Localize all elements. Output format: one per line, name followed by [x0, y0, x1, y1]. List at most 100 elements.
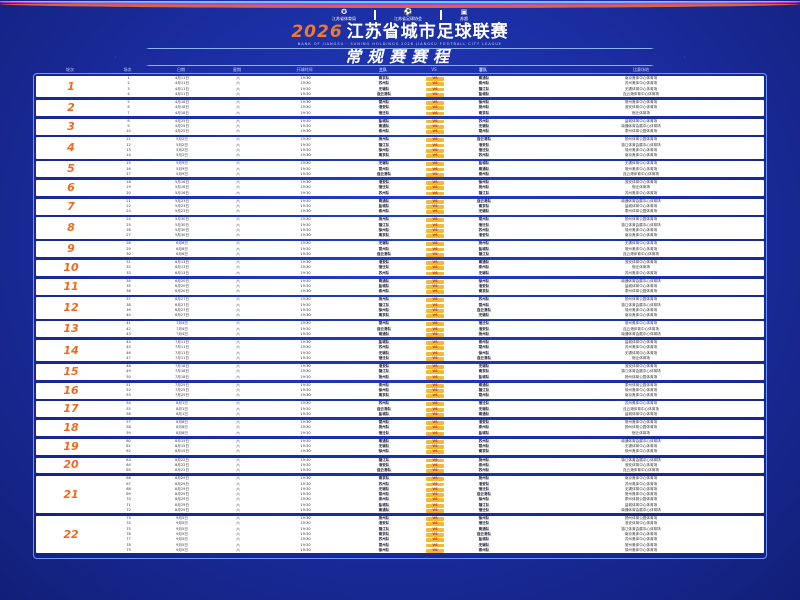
vs-cell: VS [420, 321, 450, 327]
vs-cell: VS [420, 303, 450, 308]
table-row: 4 4月11日 六 19:30 连云港队 VS 盐城队 连云港体育中心体育场 [106, 92, 764, 97]
round-matches: 1 4月11日六 19:30 南京队 VS 南通队 南京奥体中心体育场 2 4月11日六 19:3… [106, 76, 764, 97]
vs-badge: VS [426, 482, 444, 487]
kickoff-time: 19:30 [300, 468, 311, 473]
table-row: 53 7月25日 六 19:30 南京队 VS 常州队 南京奥体中心体育场 [106, 393, 764, 399]
weekday: 六 [236, 542, 240, 547]
weekday: 六 [236, 321, 240, 326]
date: 5月30日 [174, 233, 190, 238]
table-row: 35 6月20日 六 19:30 盐城队 VS 淮安队 盐城体育中心体育场 [106, 284, 764, 289]
home-team: 宿迁队 [378, 110, 390, 115]
venue: 无锡体育中心体育场 [624, 444, 658, 449]
kickoff-time: 19:30 [300, 233, 311, 238]
round-block: 14 44 7月11日六 19:30 盐城队 VS 泰州队 盐城体育中心体育场 45 7月11日六… [36, 340, 764, 362]
match-no: 18 [126, 180, 131, 185]
kickoff-time: 19:30 [300, 508, 311, 513]
home-team: 淮安队 [378, 462, 390, 467]
venue: 南京奥体中心体育场 [624, 532, 658, 536]
vs-cell: VS [420, 297, 450, 303]
table-row: 57 8月8日 六 19:30 常州队 VS 淮安队 常州奥体中心体育场 [106, 420, 764, 425]
date: 9月5日 [176, 516, 188, 521]
table-row: 75 9月5日 六 19:30 镇江队 VS 南通队 镇江体育会展中心体育场 [106, 527, 764, 532]
table-row: 23 5月23日 六 19:30 泰州队 VS 无锡队 泰州体育公园体育场 [106, 209, 764, 215]
date: 8月8日 [176, 425, 188, 430]
weekday: 六 [236, 86, 240, 91]
vs-cell: VS [420, 383, 450, 388]
venue: 苏州奥体中心体育场 [624, 81, 658, 86]
vs-cell: VS [420, 223, 450, 228]
venue: 淮安体育中心体育场 [624, 180, 658, 185]
match-no: 77 [126, 537, 131, 542]
vs-badge: VS [426, 314, 444, 319]
vs-badge: VS [426, 420, 444, 425]
date: 8月15日 [174, 449, 190, 454]
away-team: 淮安队 [478, 481, 490, 486]
match-no: 22 [126, 204, 131, 209]
vs-badge: VS [426, 252, 444, 257]
round-label: 8 [67, 221, 75, 234]
away-team: 盐城队 [478, 246, 490, 251]
venue: 宿迁体育场 [632, 185, 650, 190]
kickoff-time: 19:30 [300, 406, 311, 411]
table-row: 62 8月15日 六 19:30 徐州队 VS 南京队 徐州奥体中心体育场 [106, 449, 764, 455]
kickoff-time: 19:30 [300, 481, 311, 486]
table-row: 11 5月2日 六 19:30 扬州队 VS 连云港队 扬州体育公园体育场 [106, 137, 764, 143]
match-no: 42 [126, 326, 131, 331]
date: 6月27日 [174, 313, 190, 318]
vs-cell: VS [420, 279, 450, 284]
match-no: 30 [126, 251, 131, 256]
weekday: 六 [236, 382, 240, 387]
vs-cell: VS [420, 161, 450, 167]
decorative-swoosh [0, 0, 800, 5]
table-row: 31 6月13日 六 19:30 淮安队 VS 南通队 淮安体育中心体育场 [106, 260, 764, 265]
table-row: 58 8月8日 六 19:30 扬州队 VS 泰州队 扬州体育公园体育场 [106, 425, 764, 431]
table-row: 76 9月5日 六 19:30 南京队 VS 连云港队 南京奥体中心体育场 [106, 532, 764, 537]
table-row: 56 8月1日 六 19:30 盐城队 VS 南通队 盐城体育中心体育场 [106, 412, 764, 417]
match-no: 74 [126, 521, 131, 526]
vs-badge: VS [426, 290, 444, 295]
weekday: 六 [236, 532, 240, 536]
logo-caption: 江苏省足球协会 [394, 16, 422, 21]
vs-badge: VS [426, 186, 444, 191]
match-no: 76 [126, 532, 131, 536]
match-no: 54 [126, 401, 131, 406]
home-team: 连云港队 [376, 326, 392, 331]
match-no: 17 [126, 171, 131, 176]
away-team: 镇江队 [478, 251, 490, 256]
kickoff-time: 19:30 [300, 105, 311, 110]
venue: 镇江体育会展中心体育场 [621, 222, 661, 227]
weekday: 六 [236, 497, 240, 502]
match-no: 27 [126, 233, 131, 238]
vs-cell: VS [420, 516, 450, 521]
home-team: 连云港队 [376, 251, 392, 256]
round-block: 4 11 5月2日六 19:30 扬州队 VS 连云港队 扬州体育公园体育场 12 5月2日六 19… [36, 137, 764, 159]
col-kickoff: 开球时间 [296, 67, 313, 72]
match-no: 41 [126, 321, 131, 326]
round-matches: 31 6月13日六 19:30 淮安队 VS 南通队 淮安体育中心体育场 32 6月13日六 19… [106, 260, 764, 276]
page-title: 2026 江苏省城市足球联赛 [0, 23, 800, 41]
round-label: 14 [63, 343, 79, 357]
away-team: 苏州队 [478, 297, 490, 302]
kickoff-time: 19:30 [300, 81, 311, 86]
vs-badge: VS [426, 119, 444, 124]
kickoff-time: 19:30 [300, 313, 311, 318]
kickoff-time: 19:30 [300, 137, 311, 142]
kickoff-time: 19:30 [300, 86, 311, 91]
vs-badge: VS [426, 233, 444, 239]
date: 7月11日 [174, 350, 190, 355]
table-row: 20 5月16日 六 19:30 苏州队 VS 镇江队 苏州奥体中心体育场 [106, 191, 764, 196]
date: 7月4日 [176, 332, 188, 337]
weekday: 六 [236, 161, 240, 166]
vs-badge: VS [426, 105, 444, 111]
venue: 南京奥体中心体育场 [624, 153, 658, 158]
kickoff-time: 19:30 [300, 364, 311, 369]
kickoff-time: 19:30 [300, 129, 311, 134]
weekday: 六 [236, 393, 240, 398]
weekday: 六 [236, 142, 240, 147]
weekday: 六 [236, 502, 240, 507]
table-row: 8 4月25日 六 19:30 盐城队 VS 苏州队 盐城体育中心体育场 [106, 119, 764, 124]
venue: 淮安体育中心体育场 [624, 260, 658, 265]
weekday: 六 [236, 129, 240, 134]
vs-cell: VS [420, 503, 450, 508]
venue: 南通体育会展中心体育场 [621, 123, 661, 128]
